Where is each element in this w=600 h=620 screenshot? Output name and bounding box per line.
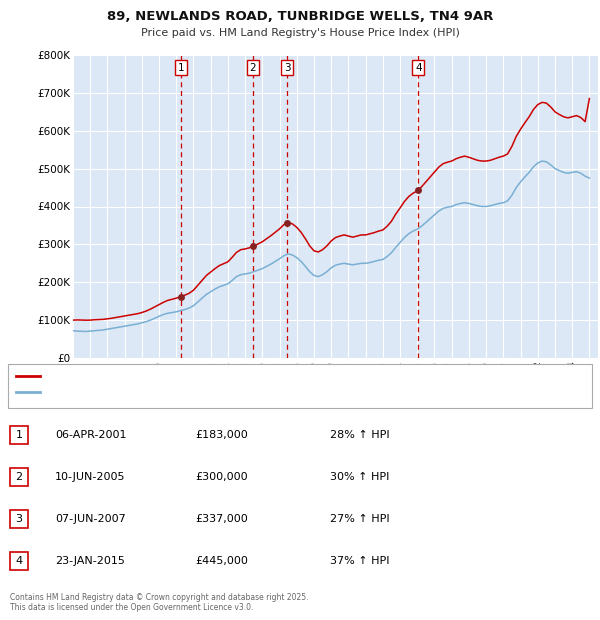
Text: 2: 2 [16,472,23,482]
FancyBboxPatch shape [10,552,28,570]
Text: 1: 1 [178,63,184,73]
Text: 3: 3 [284,63,290,73]
Text: 37% ↑ HPI: 37% ↑ HPI [330,556,389,566]
Bar [8,364,592,408]
Text: 27% ↑ HPI: 27% ↑ HPI [330,514,389,524]
Text: 10-JUN-2005: 10-JUN-2005 [55,472,125,482]
FancyBboxPatch shape [10,510,28,528]
Text: 06-APR-2001: 06-APR-2001 [55,430,127,440]
Text: 3: 3 [16,514,23,524]
Text: Price paid vs. HM Land Registry's House Price Index (HPI): Price paid vs. HM Land Registry's House … [140,28,460,38]
Text: 07-JUN-2007: 07-JUN-2007 [55,514,126,524]
Text: Contains HM Land Registry data © Crown copyright and database right 2025.
This d: Contains HM Land Registry data © Crown c… [10,593,308,612]
Text: 2: 2 [250,63,256,73]
FancyBboxPatch shape [10,468,28,486]
Text: 89, NEWLANDS ROAD, TUNBRIDGE WELLS, TN4 9AR: 89, NEWLANDS ROAD, TUNBRIDGE WELLS, TN4 … [107,10,493,23]
Text: £337,000: £337,000 [195,514,248,524]
Text: 23-JAN-2015: 23-JAN-2015 [55,556,125,566]
Text: 28% ↑ HPI: 28% ↑ HPI [330,430,389,440]
Text: 1: 1 [16,430,23,440]
FancyBboxPatch shape [10,426,28,444]
Text: 89, NEWLANDS ROAD, TUNBRIDGE WELLS, TN4 9AR (semi-detached house): 89, NEWLANDS ROAD, TUNBRIDGE WELLS, TN4 … [44,371,386,381]
Text: £183,000: £183,000 [195,430,248,440]
Text: £445,000: £445,000 [195,556,248,566]
Text: 4: 4 [16,556,23,566]
Text: £300,000: £300,000 [195,472,248,482]
Text: 30% ↑ HPI: 30% ↑ HPI [330,472,389,482]
Text: 4: 4 [415,63,422,73]
Text: HPI: Average price, semi-detached house, Tunbridge Wells: HPI: Average price, semi-detached house,… [44,388,308,397]
